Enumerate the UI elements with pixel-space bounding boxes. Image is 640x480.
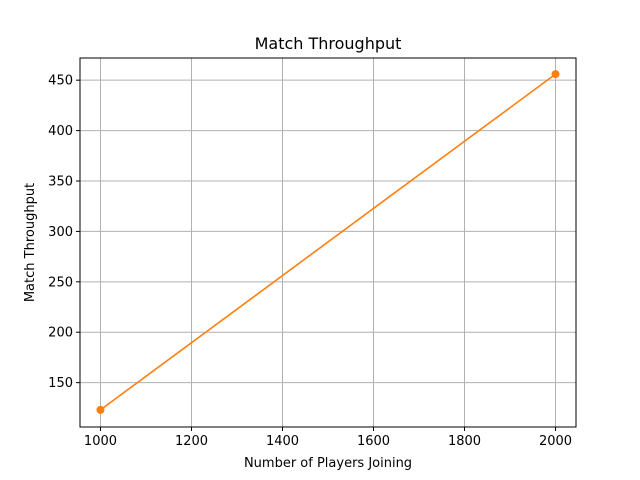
y-tick-label: 300 (48, 225, 73, 240)
series-layer (96, 70, 560, 414)
data-point (551, 70, 560, 79)
plot-area-frame (79, 57, 577, 428)
x-tick-label: 2000 (539, 434, 572, 449)
ticks: 1000 1200 1400 1600 1800 2000 150 200 250 300 350 4… (48, 74, 572, 449)
x-tick-label: 1600 (357, 434, 390, 449)
y-tick-label: 200 (48, 326, 73, 341)
x-tick-label: 1800 (448, 434, 481, 449)
y-tick-label: 150 (48, 376, 73, 391)
y-tick-label: 250 (48, 275, 73, 290)
data-point (96, 405, 105, 414)
x-axis-label: Number of Players Joining (244, 456, 412, 471)
chart-title: Match Throughput (255, 34, 402, 53)
y-tick-label: 400 (48, 124, 73, 139)
x-tick-label: 1400 (266, 434, 299, 449)
series-line (100, 73, 556, 411)
x-tick-label: 1200 (175, 434, 208, 449)
x-tick-label: 1000 (84, 434, 117, 449)
y-axis-label: Match Throughput (23, 183, 38, 302)
grid (80, 58, 576, 427)
y-tick-label: 450 (48, 74, 73, 89)
y-tick-label: 350 (48, 175, 73, 190)
